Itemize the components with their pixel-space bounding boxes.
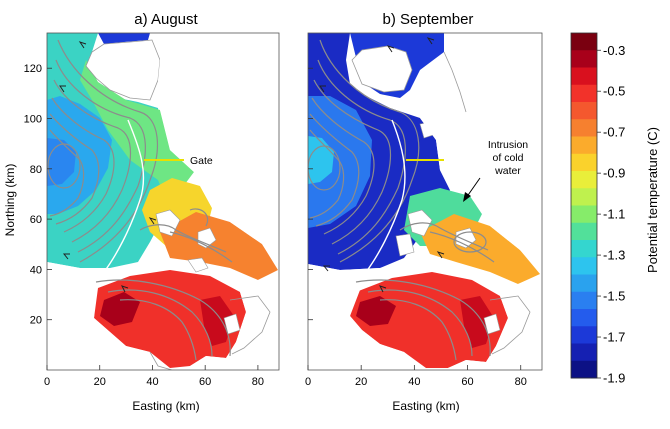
colorbar-swatch — [571, 240, 597, 258]
panel-a-coast-east — [229, 295, 271, 355]
panel-a-land-east — [190, 270, 279, 370]
panel-a-land-north — [85, 39, 161, 101]
ytick-label: 100 — [24, 114, 42, 126]
panel-a-contours — [47, 39, 233, 361]
colorbar-swatch — [571, 343, 597, 362]
panel-a-island-1 — [155, 209, 181, 237]
colorbar-swatch — [571, 360, 597, 379]
panel-b-coast-east — [489, 295, 531, 355]
panel-a-xtick-label: 20 — [94, 376, 106, 388]
colorbar-swatch — [571, 67, 597, 86]
colorbar-swatch — [571, 309, 597, 327]
panel-a-land-ne — [158, 33, 279, 270]
panel-a-field-blue — [47, 96, 112, 214]
intrusion-line-3: water — [494, 165, 521, 177]
panel-a-frame — [46, 32, 280, 371]
intrusion-line-1: Intrusion — [488, 139, 528, 151]
panel-a-xtick-label: 60 — [199, 376, 211, 388]
panel-a-map — [47, 33, 279, 370]
colorbar-label: Potential temperature (C) — [645, 127, 660, 273]
panel-a-field-green — [80, 60, 194, 200]
panel-b-land-west — [308, 264, 426, 370]
colorbar: -0.3 -0.5 -0.7 -0.9 -1.1 -1.3 -1.5 -1.7 -1.9 — [570, 32, 625, 386]
panel-b-title: b) September — [383, 11, 474, 28]
panel-a-xlabel: Easting (km) — [132, 399, 199, 413]
colorbar-swatch — [571, 291, 597, 310]
colorbar-swatch — [571, 136, 597, 155]
panel-a-xtick-label: 0 — [44, 376, 50, 388]
colorbar-swatch — [571, 222, 597, 241]
colorbar-frame — [570, 32, 598, 379]
colorbar-tick-label: -1.7 — [603, 330, 625, 345]
panel-b-flow-arrows — [319, 37, 445, 293]
ytick-label: 40 — [30, 264, 42, 276]
colorbar-swatch — [571, 205, 597, 224]
panel-b-land-north — [351, 45, 413, 93]
colorbar-tick-label: -0.9 — [603, 166, 625, 181]
panel-b-xtick-label: 20 — [355, 376, 367, 388]
panel-a-flow-arrows — [59, 41, 157, 293]
panel-a-field-darkred — [100, 292, 140, 326]
colorbar-swatch — [571, 257, 597, 275]
colorbar-tick-label: -0.3 — [603, 43, 625, 58]
panel-a-front — [103, 119, 145, 273]
colorbar-swatch — [571, 274, 597, 293]
panel-b-front — [365, 119, 406, 273]
panel-a-title: a) August — [134, 11, 198, 28]
panel-a-field-red — [94, 270, 246, 368]
panel-b-field-red — [350, 272, 508, 368]
ytick-label: 60 — [30, 214, 42, 226]
colorbar-tick-label: -1.1 — [603, 207, 625, 222]
panel-a-land-west — [47, 262, 170, 370]
colorbar-tick-label: -1.9 — [603, 371, 625, 386]
panel-b-land-east — [448, 274, 542, 370]
colorbar-swatch — [571, 102, 597, 120]
ylabel: Northing (km) — [3, 164, 17, 237]
panel-a-xtick-label: 80 — [252, 376, 264, 388]
intrusion-arrow-head — [463, 192, 471, 202]
panel-b-xtick-label: 40 — [408, 376, 420, 388]
panel-b-xtick-label: 60 — [461, 376, 473, 388]
axes-layer: 0 20 40 60 80 20 40 60 80 100 120 0 20 40 60 80 — [24, 63, 527, 388]
panel-a-gate-label: Gate — [190, 155, 213, 167]
panel-a-island-3 — [187, 257, 209, 273]
colorbar-swatch — [571, 153, 597, 172]
ytick-label: 120 — [24, 63, 42, 75]
panel-b-contours — [308, 39, 495, 361]
colorbar-swatch — [571, 50, 597, 68]
colorbar-swatch — [571, 188, 597, 206]
panel-b-island-4 — [483, 313, 501, 335]
panel-b-coast-ne — [443, 51, 467, 113]
intrusion-line-2: of cold — [493, 152, 524, 164]
panel-b-xlabel: Easting (km) — [392, 399, 459, 413]
panel-b-intrusion-annotation: Intrusion of cold water — [463, 139, 528, 202]
colorbar-tick-label: -0.5 — [603, 84, 625, 99]
colorbar-swatch — [571, 84, 597, 103]
colorbar-swatch — [571, 119, 597, 137]
ytick-label: 20 — [30, 315, 42, 327]
panel-b-map — [308, 33, 542, 370]
panel-a-field-orange — [160, 212, 278, 280]
colorbar-tick-label: -0.7 — [603, 125, 625, 140]
panel-a-xtick-label: 40 — [146, 376, 158, 388]
panel-b-field-darkred — [356, 296, 396, 326]
colorbar-swatch — [571, 326, 597, 344]
panel-b-xtick-label: 80 — [515, 376, 527, 388]
colorbar-tick-label: -1.5 — [603, 289, 625, 304]
ytick-label: 80 — [30, 164, 42, 176]
panel-a-coast-south — [149, 351, 173, 370]
panel-a-field-darkred2 — [200, 296, 234, 346]
panel-b-frame — [307, 32, 543, 371]
panel-b-island-3 — [395, 233, 415, 257]
panel-a-north-strip — [98, 33, 150, 44]
panel-b-field-yellow — [420, 214, 540, 284]
colorbar-swatch — [571, 171, 597, 189]
colorbar-swatch — [571, 33, 597, 51]
panel-b-land-ne — [420, 33, 542, 274]
colorbar-tick-label: -1.3 — [603, 248, 625, 263]
panel-b-xtick-label: 0 — [305, 376, 311, 388]
